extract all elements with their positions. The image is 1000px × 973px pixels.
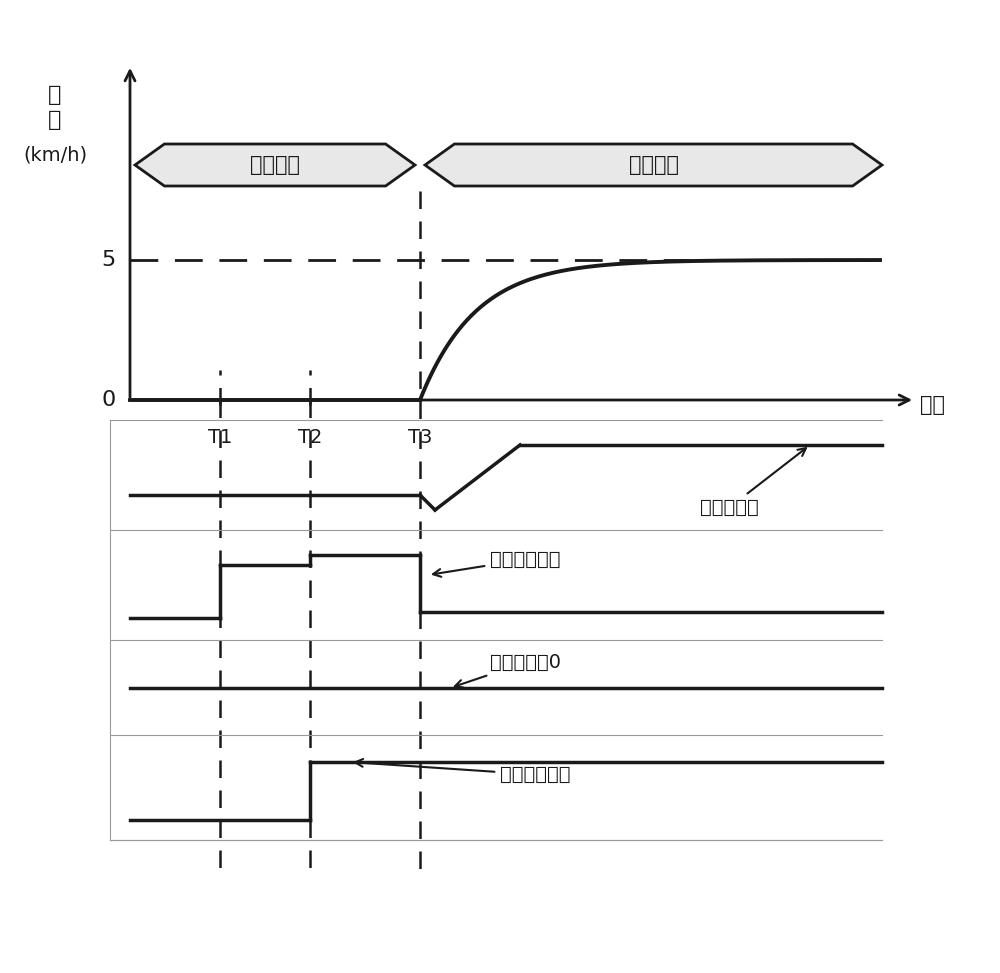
- Polygon shape: [425, 144, 882, 186]
- Text: 0: 0: [102, 390, 116, 410]
- Text: 时间: 时间: [920, 395, 945, 415]
- Text: 5: 5: [102, 250, 116, 270]
- Text: 蠕动过程: 蠕动过程: [629, 155, 678, 175]
- Text: (km/h): (km/h): [23, 146, 87, 164]
- Text: T2: T2: [298, 428, 322, 447]
- Text: T1: T1: [208, 428, 232, 447]
- Text: 发动机转速: 发动机转速: [700, 449, 806, 517]
- Polygon shape: [135, 144, 415, 186]
- Text: 油门开度为0: 油门开度为0: [455, 653, 561, 688]
- Text: 车辆静止: 车辆静止: [250, 155, 300, 175]
- Text: 制动踏板松开: 制动踏板松开: [433, 550, 560, 577]
- Text: T3: T3: [408, 428, 432, 447]
- Text: 档位为行车档: 档位为行车档: [355, 759, 570, 784]
- Text: 速: 速: [48, 110, 62, 130]
- Text: 车: 车: [48, 85, 62, 105]
